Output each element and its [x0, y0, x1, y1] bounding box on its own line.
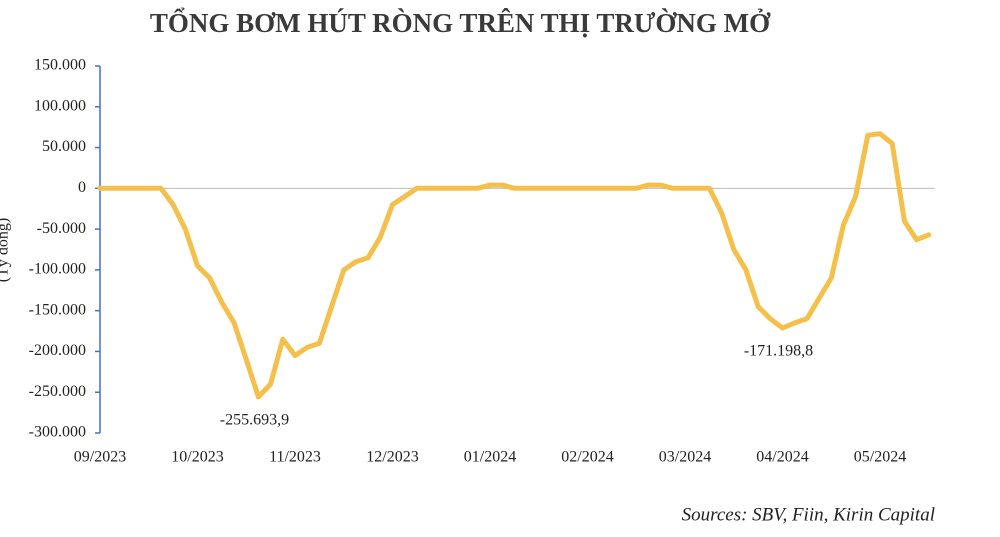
y-tick-label: 0 — [78, 179, 86, 196]
x-tick-label: 03/2024 — [659, 449, 711, 466]
x-tick-label: 10/2023 — [171, 449, 223, 466]
y-axis-title: (Tỷ đồng) — [0, 218, 12, 282]
data-label: -255.693,9 — [220, 412, 289, 429]
source: Sources: SBV, Fiin, Kirin Capital — [682, 504, 935, 525]
y-tick-label: 100.000 — [34, 97, 86, 114]
y-tick-label: -250.000 — [29, 383, 86, 400]
y-tick-label: -300.000 — [29, 424, 86, 441]
x-tick-label: 04/2024 — [756, 449, 808, 466]
y-tick-label: 150.000 — [34, 57, 86, 74]
x-tick-label: 02/2024 — [561, 449, 613, 466]
y-tick-label: 50.000 — [42, 138, 86, 155]
x-tick-label: 05/2024 — [854, 449, 906, 466]
y-tick-label: -200.000 — [29, 342, 86, 359]
y-tick-label: -50.000 — [37, 220, 86, 237]
x-tick-label: 12/2023 — [366, 449, 418, 466]
x-tick-label: 01/2024 — [464, 449, 516, 466]
y-tick-label: -100.000 — [29, 261, 86, 278]
line — [97, 131, 932, 400]
data-label: -171.198,8 — [744, 343, 813, 360]
x-tick-label: 11/2023 — [269, 449, 321, 466]
x-tick-label: 09/2023 — [74, 449, 126, 466]
chart-title: TỔNG BƠM HÚT RÒNG TRÊN THỊ TRƯỜNG MỞ — [150, 7, 771, 38]
y-tick-label: -150.000 — [29, 301, 86, 318]
